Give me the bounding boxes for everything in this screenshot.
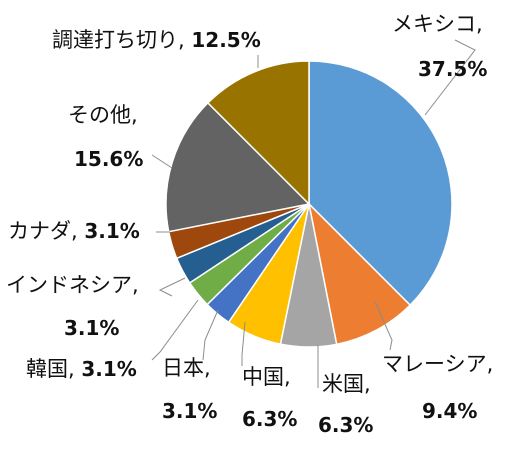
leader-lines	[151, 39, 476, 388]
label-name-mexico: メキシコ,	[392, 12, 483, 36]
pie-slices	[165, 60, 453, 348]
leader-line-4	[202, 309, 219, 361]
label-pct-indonesia: 3.1%	[64, 316, 119, 340]
leader-line-1	[374, 301, 393, 351]
leader-line-0	[424, 39, 476, 116]
leader-line-8	[151, 154, 173, 169]
label-pct-malaysia: 9.4%	[422, 399, 477, 423]
label-pct-japan: 3.1%	[162, 399, 217, 423]
label-name-china: 中国,	[242, 365, 291, 389]
label-name-usa: 米国,	[322, 372, 371, 396]
label-name-malaysia: マレーシア,	[382, 352, 493, 376]
leader-line-3	[241, 321, 246, 366]
leader-line-6	[158, 277, 186, 297]
label-name-procurement-stopped: 調達打ち切り, 12.5%	[52, 28, 261, 52]
label-name-other: その他,	[68, 103, 138, 127]
label-pct-other: 15.6%	[74, 147, 143, 171]
label-name-indonesia: インドネシア,	[6, 273, 139, 297]
label-name-korea: 韓国, 3.1%	[26, 357, 137, 381]
label-name-japan: 日本,	[162, 356, 211, 380]
pie-slice-1	[307, 201, 412, 346]
pie-slice-9	[206, 60, 310, 206]
label-pct-china: 6.3%	[242, 407, 297, 431]
label-pct-mexico: 37.5%	[418, 57, 487, 81]
label-name-canada: カナダ, 3.1%	[8, 219, 140, 243]
pie-slice-0	[308, 60, 453, 307]
pie-slice-8	[165, 101, 311, 233]
label-pct-usa: 6.3%	[318, 413, 373, 437]
leader-line-5	[151, 299, 199, 361]
